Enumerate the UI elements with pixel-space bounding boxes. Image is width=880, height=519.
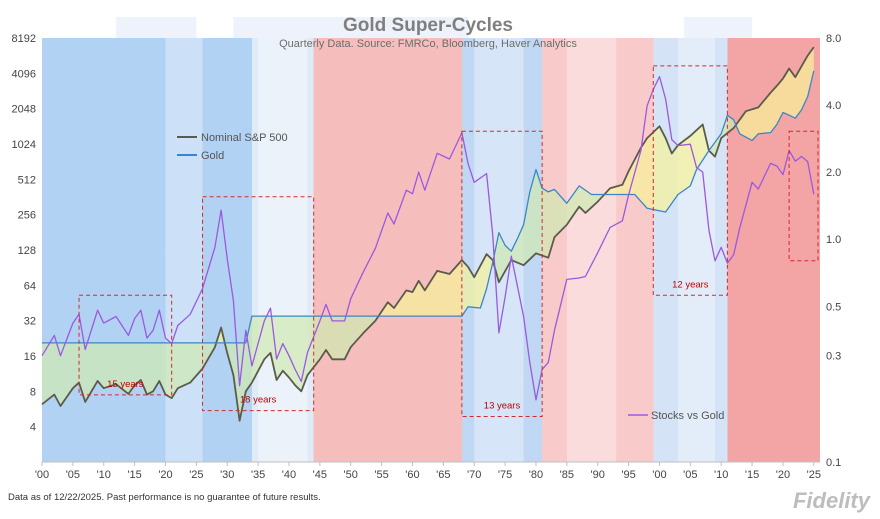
spread-fill-segment-4 bbox=[494, 169, 604, 283]
cycle-box-0 bbox=[78, 294, 173, 396]
title-strip-band-2 bbox=[684, 17, 753, 38]
x-tick-9: '45 bbox=[313, 469, 327, 481]
right-tick-4: 2.0 bbox=[826, 167, 841, 179]
spread-fill-segment-7 bbox=[736, 47, 814, 141]
cycle-box-3 bbox=[652, 65, 728, 296]
x-tick-14: '70 bbox=[467, 469, 481, 481]
legend-label-gold: Gold bbox=[201, 150, 224, 162]
right-tick-0: 0.1 bbox=[826, 457, 841, 469]
regime-highlight-3 bbox=[566, 38, 617, 462]
regime-highlight-4 bbox=[677, 38, 716, 462]
left-tick-7: 512 bbox=[18, 174, 36, 186]
series-line-1 bbox=[42, 70, 815, 344]
x-tick-12: '60 bbox=[405, 469, 419, 481]
cycle-label-1: 18 years bbox=[240, 395, 277, 406]
x-tick-17: '85 bbox=[560, 469, 574, 481]
cycle-box-2 bbox=[461, 130, 543, 418]
x-tick-23: '15 bbox=[745, 469, 759, 481]
x-tick-15: '75 bbox=[498, 469, 512, 481]
chart-title: Gold Super-Cycles bbox=[343, 15, 513, 36]
left-tick-0: 4 bbox=[30, 422, 36, 434]
right-tick-3: 1.0 bbox=[826, 234, 841, 246]
cycle-label-3: 12 years bbox=[672, 279, 709, 290]
left-tick-6: 256 bbox=[18, 210, 36, 222]
x-tick-11: '55 bbox=[374, 469, 388, 481]
spread-fill-segment-5 bbox=[605, 124, 709, 212]
legend-label-stocks-vs-gold: Stocks vs Gold bbox=[651, 410, 724, 422]
left-tick-5: 128 bbox=[18, 245, 36, 257]
x-tick-7: '35 bbox=[251, 469, 265, 481]
x-tick-25: '25 bbox=[807, 469, 821, 481]
x-tick-1: '05 bbox=[66, 469, 80, 481]
title-strip-band-0 bbox=[116, 17, 197, 38]
x-tick-2: '10 bbox=[97, 469, 111, 481]
x-tick-18: '90 bbox=[591, 469, 605, 481]
regime-highlight-1 bbox=[258, 38, 308, 462]
x-tick-13: '65 bbox=[436, 469, 450, 481]
legend-label-sp500: Nominal S&P 500 bbox=[201, 132, 288, 144]
cycle-label-2: 13 years bbox=[484, 401, 521, 412]
right-tick-2: 0.5 bbox=[826, 301, 841, 313]
spread-fill bbox=[42, 47, 814, 421]
cycle-box-4 bbox=[788, 130, 819, 262]
chart-subtitle: Quarterly Data. Source: FMRCo, Bloomberg… bbox=[279, 38, 577, 50]
regime-background bbox=[42, 17, 820, 462]
footnote: Data as of 12/22/2025. Past performance … bbox=[8, 492, 321, 503]
left-tick-10: 4096 bbox=[12, 68, 36, 80]
x-tick-22: '10 bbox=[714, 469, 728, 481]
x-tick-5: '25 bbox=[189, 469, 203, 481]
left-tick-9: 2048 bbox=[12, 104, 36, 116]
cycle-annotations: 15 years 18 years 13 years 12 years bbox=[78, 65, 819, 418]
left-tick-4: 64 bbox=[24, 280, 36, 292]
left-tick-3: 32 bbox=[24, 316, 36, 328]
left-tick-8: 1024 bbox=[12, 139, 36, 151]
right-tick-1: 0.3 bbox=[826, 351, 841, 363]
legend: Nominal S&P 500 Gold Stocks vs Gold bbox=[177, 132, 724, 422]
left-tick-11: 8192 bbox=[12, 33, 36, 45]
x-tick-10: '50 bbox=[344, 469, 358, 481]
x-tick-16: '80 bbox=[529, 469, 543, 481]
right-tick-5: 4.0 bbox=[826, 100, 841, 112]
left-tick-1: 8 bbox=[30, 386, 36, 398]
axes: 4 8 16 32 64 128 256 512 1024 2048 4096 8192 0.1 0.3 0… bbox=[12, 33, 842, 481]
spread-fill-segment-2 bbox=[225, 316, 377, 421]
x-tick-4: '20 bbox=[158, 469, 172, 481]
x-tick-21: '05 bbox=[683, 469, 697, 481]
series-line-0 bbox=[41, 46, 815, 422]
right-tick-6: 8.0 bbox=[826, 33, 841, 45]
cycle-box-1 bbox=[202, 196, 315, 412]
x-tick-0: '00 bbox=[35, 469, 49, 481]
title-strip-band-1 bbox=[233, 17, 469, 38]
x-tick-20: '00 bbox=[652, 469, 666, 481]
fidelity-logo: Fidelity bbox=[793, 488, 872, 513]
left-tick-2: 16 bbox=[24, 351, 36, 363]
x-tick-8: '40 bbox=[282, 469, 296, 481]
x-tick-3: '15 bbox=[127, 469, 141, 481]
x-tick-6: '30 bbox=[220, 469, 234, 481]
cycle-label-0: 15 years bbox=[107, 379, 144, 390]
x-tick-24: '20 bbox=[776, 469, 790, 481]
spread-fill-segment-3 bbox=[378, 254, 493, 317]
x-tick-19: '95 bbox=[621, 469, 635, 481]
